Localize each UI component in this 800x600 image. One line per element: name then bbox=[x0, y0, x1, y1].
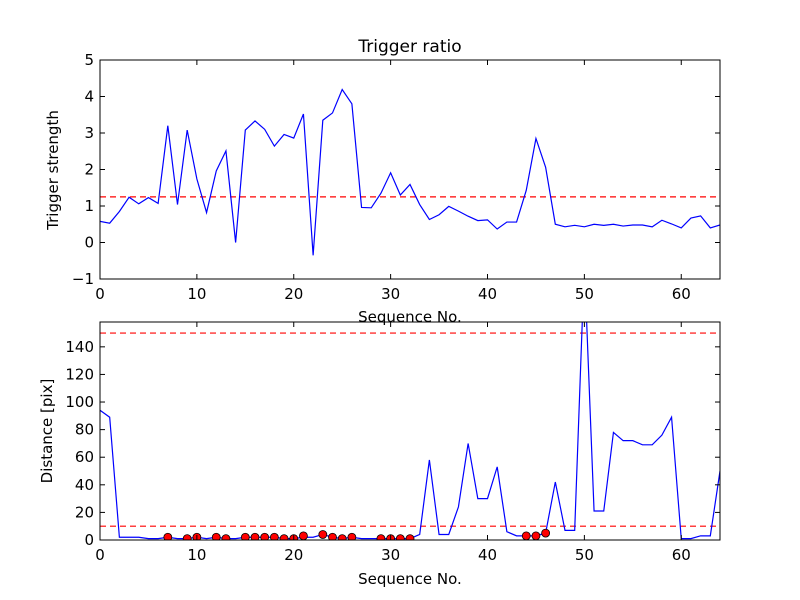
data-point bbox=[260, 532, 270, 540]
data-point bbox=[347, 532, 357, 540]
x-tick-label: 60 bbox=[672, 285, 691, 303]
series-line bbox=[100, 88, 720, 256]
data-point bbox=[240, 532, 250, 540]
data-point bbox=[318, 530, 328, 539]
y-tick-label: 60 bbox=[75, 448, 94, 466]
data-point bbox=[299, 531, 308, 540]
x-axis-label: Sequence No. bbox=[358, 570, 462, 588]
x-tick-label: 40 bbox=[478, 285, 497, 303]
x-tick-label: 60 bbox=[672, 546, 691, 564]
distance-panel: 0 10 20 30 40 50 60 0 20 40 60 80 100 120 140 Sequence… bbox=[38, 321, 721, 588]
x-tick-label: 50 bbox=[575, 285, 594, 303]
x-tick-label: 0 bbox=[95, 285, 105, 303]
data-point bbox=[279, 534, 289, 540]
y-tick-label: 5 bbox=[84, 51, 94, 69]
data-point bbox=[269, 532, 279, 540]
data-point bbox=[521, 531, 531, 540]
y-tick-label: 100 bbox=[65, 393, 94, 411]
y-tick-label: 20 bbox=[75, 503, 94, 521]
data-point bbox=[376, 534, 386, 540]
x-tick-label: 10 bbox=[187, 285, 206, 303]
x-tick-label: 0 bbox=[95, 546, 105, 564]
data-point bbox=[182, 534, 192, 540]
x-tick-label: 40 bbox=[478, 546, 497, 564]
y-tick-label: 80 bbox=[75, 421, 94, 439]
data-point bbox=[405, 534, 415, 540]
y-tick-label: 3 bbox=[84, 124, 94, 142]
data-point bbox=[328, 532, 337, 540]
y-axis-label: Trigger strength bbox=[44, 110, 62, 231]
data-point bbox=[163, 532, 173, 540]
x-tick-label: 30 bbox=[381, 546, 400, 564]
data-point bbox=[395, 534, 405, 540]
data-point bbox=[211, 532, 221, 540]
chart-title: Trigger ratio bbox=[357, 37, 461, 57]
x-tick-label: 20 bbox=[284, 546, 303, 564]
x-tick-label: 50 bbox=[575, 546, 594, 564]
data-point bbox=[221, 534, 231, 540]
y-tick-label: 2 bbox=[84, 161, 94, 179]
data-point bbox=[531, 531, 541, 540]
y-tick-label: 140 bbox=[65, 338, 94, 356]
axes-frame bbox=[99, 321, 721, 541]
x-tick-label: 30 bbox=[381, 285, 400, 303]
y-tick-label: 120 bbox=[65, 365, 94, 383]
y-axis-label: Distance [pix] bbox=[38, 379, 56, 484]
y-tick-label: 4 bbox=[84, 88, 94, 106]
x-tick-label: 20 bbox=[284, 285, 303, 303]
data-point bbox=[250, 532, 260, 540]
data-point bbox=[541, 528, 551, 538]
data-point bbox=[337, 534, 347, 540]
x-axis-label: Sequence No. bbox=[358, 308, 462, 326]
y-tick-label: 0 bbox=[84, 531, 94, 549]
y-tick-label: 1 bbox=[84, 197, 94, 215]
x-tick-label: 10 bbox=[187, 546, 206, 564]
y-tick-label: −1 bbox=[72, 270, 94, 288]
y-tick-label: 0 bbox=[84, 234, 94, 252]
y-tick-label: 40 bbox=[75, 476, 94, 494]
